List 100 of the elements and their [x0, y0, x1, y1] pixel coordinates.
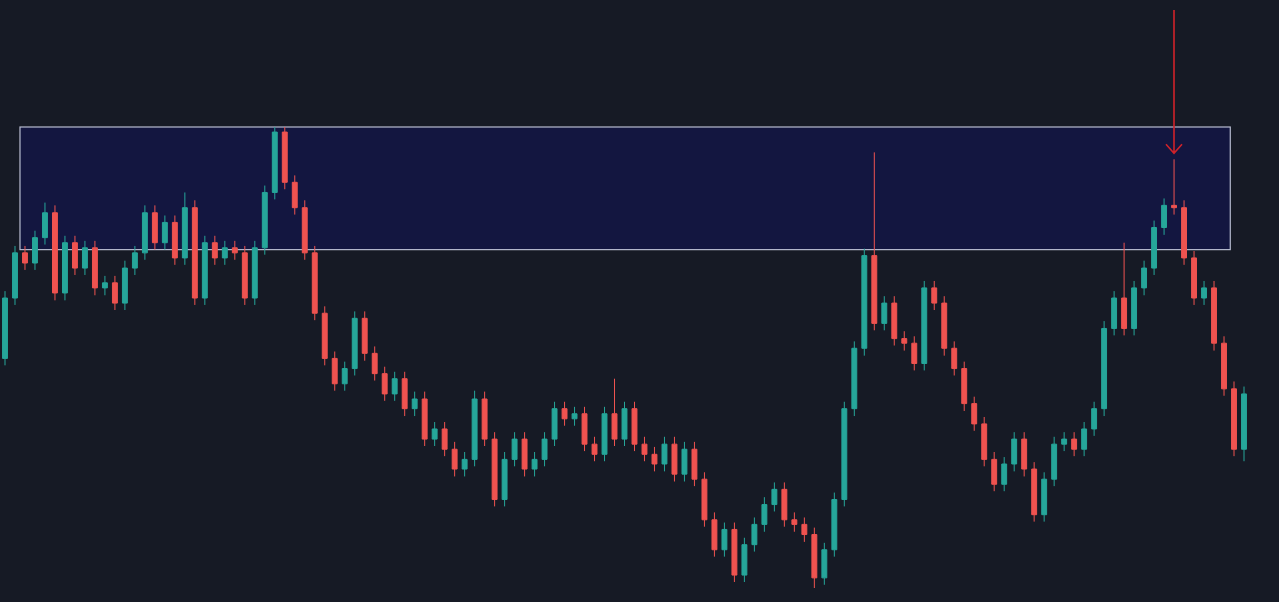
- candlestick: [1041, 471, 1048, 523]
- candlestick: [891, 295, 898, 347]
- candlestick: [701, 471, 708, 528]
- candlestick: [241, 245, 248, 306]
- candlestick: [141, 204, 148, 261]
- candlestick: [1171, 158, 1178, 216]
- candlestick: [721, 522, 728, 558]
- candlestick: [161, 215, 168, 251]
- candlestick: [811, 527, 818, 588]
- candlestick: [411, 391, 418, 417]
- candlestick: [1121, 242, 1128, 336]
- candlestick: [1011, 431, 1018, 472]
- candlestick: [451, 441, 458, 477]
- candlestick: [1051, 436, 1058, 487]
- candlestick: [181, 191, 188, 266]
- candlestick: [871, 151, 878, 331]
- candlestick: [711, 511, 718, 558]
- candlestick: [401, 371, 408, 417]
- candlestick: [831, 492, 838, 558]
- candlestick: [331, 351, 338, 392]
- candlestick: [301, 199, 308, 261]
- candlestick: [621, 401, 628, 447]
- candlestick: [151, 204, 158, 251]
- candlestick: [981, 416, 988, 467]
- candlestick: [881, 295, 888, 331]
- candlestick: [441, 421, 448, 457]
- candlestick: [52, 204, 58, 301]
- candlestick: [1091, 401, 1098, 437]
- candlestick: [1241, 386, 1247, 462]
- candlestick: [731, 522, 738, 583]
- candlestick: [461, 451, 468, 477]
- candlestick: [781, 481, 788, 528]
- candlestick: [291, 174, 298, 216]
- candlestick: [1071, 431, 1078, 457]
- candlestick: [131, 245, 138, 276]
- candlestick: [761, 496, 768, 533]
- candlestick: [541, 431, 548, 467]
- candlestick: [691, 441, 698, 487]
- candlestick: [1101, 320, 1108, 417]
- candlestick: [101, 275, 108, 296]
- candlestick: [361, 310, 368, 362]
- candlestick: [1131, 280, 1138, 336]
- candlestick: [231, 240, 238, 261]
- candlestick: [901, 330, 908, 352]
- candlestick: [491, 431, 498, 507]
- candlestick: [1151, 220, 1158, 276]
- candlestick: [1141, 260, 1148, 296]
- candlestick: [531, 451, 538, 477]
- candlestick: [971, 396, 978, 432]
- candlestick: [12, 245, 18, 306]
- candlestick: [771, 481, 778, 512]
- candlestick: [991, 451, 998, 492]
- candlestick: [171, 215, 178, 266]
- candlestick: [631, 401, 638, 452]
- candlestick: [551, 401, 558, 447]
- candlestick: [201, 235, 208, 306]
- candlestick: [611, 378, 618, 447]
- candlestick: [911, 335, 918, 371]
- candlestick: [81, 240, 88, 276]
- candlestick: [111, 275, 118, 311]
- candlestick: [211, 235, 218, 266]
- candlestick: [32, 230, 38, 271]
- candlestick: [571, 406, 578, 427]
- candlestick: [1111, 290, 1118, 336]
- candlestick: [751, 516, 758, 553]
- candlestick: [1191, 250, 1197, 306]
- candlestick: [121, 260, 128, 311]
- candlestick: [281, 127, 288, 190]
- candlestick: [1061, 431, 1068, 452]
- candlestick: [511, 431, 518, 467]
- candlestick: [251, 240, 258, 306]
- candlestick: [421, 391, 428, 447]
- candlestick: [1231, 380, 1237, 457]
- candlestick: [951, 340, 958, 376]
- candlestick: [351, 310, 358, 376]
- candlestick: [391, 371, 398, 402]
- candlestick: [2, 290, 8, 366]
- candlestick: [961, 361, 968, 412]
- candlestick: [311, 245, 318, 321]
- candlestick: [371, 345, 378, 382]
- candlestick: [1161, 197, 1168, 236]
- candlestick: [501, 451, 508, 507]
- candlestick: [321, 305, 328, 366]
- candlestick: [71, 235, 78, 276]
- candlestick: [791, 511, 798, 533]
- candlestick: [271, 127, 278, 200]
- candlestick: [91, 240, 98, 296]
- candlestick: [1201, 280, 1207, 306]
- candlestick: [741, 537, 748, 583]
- candlestick: [861, 248, 868, 357]
- candlestick: [381, 366, 388, 402]
- candlestick: [42, 202, 48, 246]
- candlestick: [601, 406, 608, 462]
- candlestick: [681, 441, 688, 483]
- candlestick: [651, 446, 658, 472]
- candlestick: [1001, 456, 1008, 492]
- candlestick: [221, 240, 228, 266]
- candlestick: [821, 542, 828, 586]
- candlestick: [1211, 280, 1217, 352]
- candlestick: [1031, 461, 1038, 523]
